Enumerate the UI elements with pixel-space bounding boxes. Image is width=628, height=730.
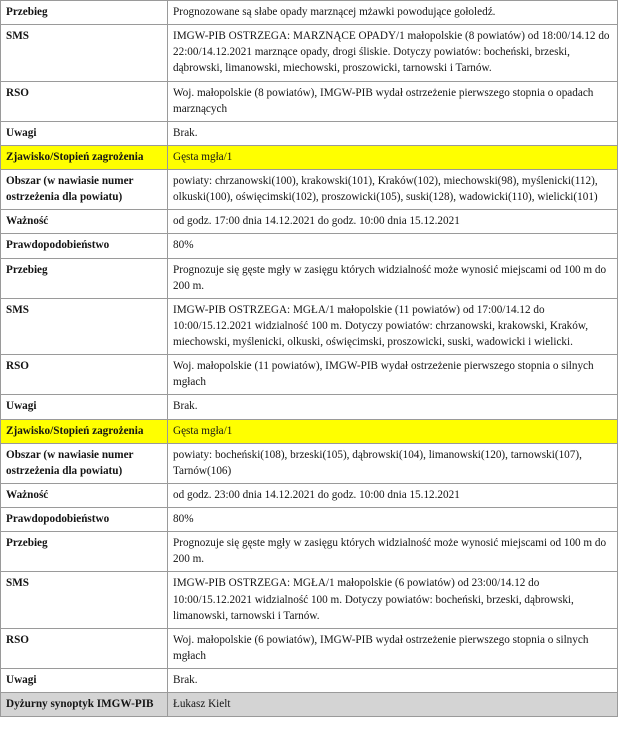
row-label: Zjawisko/Stopień zagrożenia	[0, 144, 168, 171]
table-row: Zjawisko/Stopień zagrożenia Gęsta mgła/1	[0, 418, 618, 444]
table-row: RSO Woj. małopolskie (11 powiatów), IMGW-…	[0, 354, 618, 396]
row-value: IMGW-PIB OSTRZEGA: MGŁA/1 małopolskie (1…	[167, 297, 618, 356]
row-value: 80%	[167, 506, 618, 533]
row-value: Woj. małopolskie (6 powiatów), IMGW-PIB …	[167, 627, 618, 670]
row-label: Prawdopodobieństwo	[0, 233, 168, 259]
row-label: RSO	[0, 80, 168, 122]
row-label: Zjawisko/Stopień zagrożenia	[0, 418, 168, 444]
row-label: Dyżurny synoptyk IMGW-PIB	[0, 692, 168, 718]
row-value: od godz. 17:00 dnia 14.12.2021 do godz. …	[167, 209, 618, 235]
row-label: Prawdopodobieństwo	[0, 506, 168, 533]
table-row: Uwagi Brak.	[0, 394, 618, 420]
row-value: Gęsta mgła/1	[167, 144, 618, 171]
table-row: RSO Woj. małopolskie (8 powiatów), IMGW-P…	[0, 80, 618, 122]
warnings-table: Przebieg Prognozowane są słabe opady marz…	[0, 0, 618, 718]
row-value: powiaty: bocheński(108), brzeski(105), d…	[167, 442, 618, 484]
table-row: SMS IMGW-PIB OSTRZEGA: MGŁA/1 małopolskie…	[0, 571, 618, 629]
row-label: SMS	[0, 297, 168, 356]
table-row: SMS IMGW-PIB OSTRZEGA: MARZNĄCE OPADY/1 m…	[0, 24, 618, 82]
row-label: Przebieg	[0, 531, 168, 573]
row-label: SMS	[0, 571, 168, 629]
warnings-table-body: Przebieg Prognozowane są słabe opady marz…	[0, 0, 618, 718]
table-row: Prawdopodobieństwo 80%	[0, 233, 618, 259]
row-label: SMS	[0, 24, 168, 82]
table-row: Dyżurny synoptyk IMGW-PIB Łukasz Kielt	[0, 692, 618, 718]
row-value: od godz. 23:00 dnia 14.12.2021 do godz. …	[167, 482, 618, 509]
row-label: Ważność	[0, 209, 168, 235]
table-row: Obszar (w nawiasie numer ostrzeżenia dla…	[0, 442, 618, 484]
row-label: Obszar (w nawiasie numer ostrzeżenia dla…	[0, 442, 168, 484]
row-label: RSO	[0, 627, 168, 670]
row-value: Prognozowane są słabe opady marznącej mż…	[167, 0, 618, 26]
row-label: Obszar (w nawiasie numer ostrzeżenia dla…	[0, 168, 168, 211]
row-value: 80%	[167, 233, 618, 259]
table-row: Ważność od godz. 23:00 dnia 14.12.2021 do…	[0, 482, 618, 509]
table-row: Przebieg Prognozuje się gęste mgły w zasi…	[0, 257, 618, 299]
table-row: Prawdopodobieństwo 80%	[0, 506, 618, 533]
row-value: IMGW-PIB OSTRZEGA: MGŁA/1 małopolskie (6…	[167, 571, 618, 629]
row-label: RSO	[0, 354, 168, 396]
table-row: Uwagi Brak.	[0, 667, 618, 694]
table-row: Przebieg Prognozuje się gęste mgły w zasi…	[0, 531, 618, 573]
row-value: Brak.	[167, 394, 618, 420]
row-label: Uwagi	[0, 667, 168, 694]
row-value: Prognozuje się gęste mgły w zasięgu któr…	[167, 531, 618, 573]
row-value: Woj. małopolskie (8 powiatów), IMGW-PIB …	[167, 80, 618, 122]
row-value: Brak.	[167, 120, 618, 146]
table-row: Obszar (w nawiasie numer ostrzeżenia dla…	[0, 168, 618, 211]
table-row: Przebieg Prognozowane są słabe opady marz…	[0, 0, 618, 26]
row-value: Woj. małopolskie (11 powiatów), IMGW-PIB…	[167, 354, 618, 396]
row-label: Uwagi	[0, 120, 168, 146]
row-label: Uwagi	[0, 394, 168, 420]
row-value: Brak.	[167, 667, 618, 694]
row-value: IMGW-PIB OSTRZEGA: MARZNĄCE OPADY/1 mało…	[167, 24, 618, 82]
row-value: Prognozuje się gęste mgły w zasięgu któr…	[167, 257, 618, 299]
table-row: Uwagi Brak.	[0, 120, 618, 146]
row-label: Przebieg	[0, 257, 168, 299]
row-label: Ważność	[0, 482, 168, 509]
table-row: RSO Woj. małopolskie (6 powiatów), IMGW-P…	[0, 627, 618, 670]
row-value: Łukasz Kielt	[167, 692, 618, 718]
row-value: powiaty: chrzanowski(100), krakowski(101…	[167, 168, 618, 211]
row-label: Przebieg	[0, 0, 168, 26]
table-row: Ważność od godz. 17:00 dnia 14.12.2021 do…	[0, 209, 618, 235]
table-row: Zjawisko/Stopień zagrożenia Gęsta mgła/1	[0, 144, 618, 171]
row-value: Gęsta mgła/1	[167, 418, 618, 444]
table-row: SMS IMGW-PIB OSTRZEGA: MGŁA/1 małopolskie…	[0, 297, 618, 356]
